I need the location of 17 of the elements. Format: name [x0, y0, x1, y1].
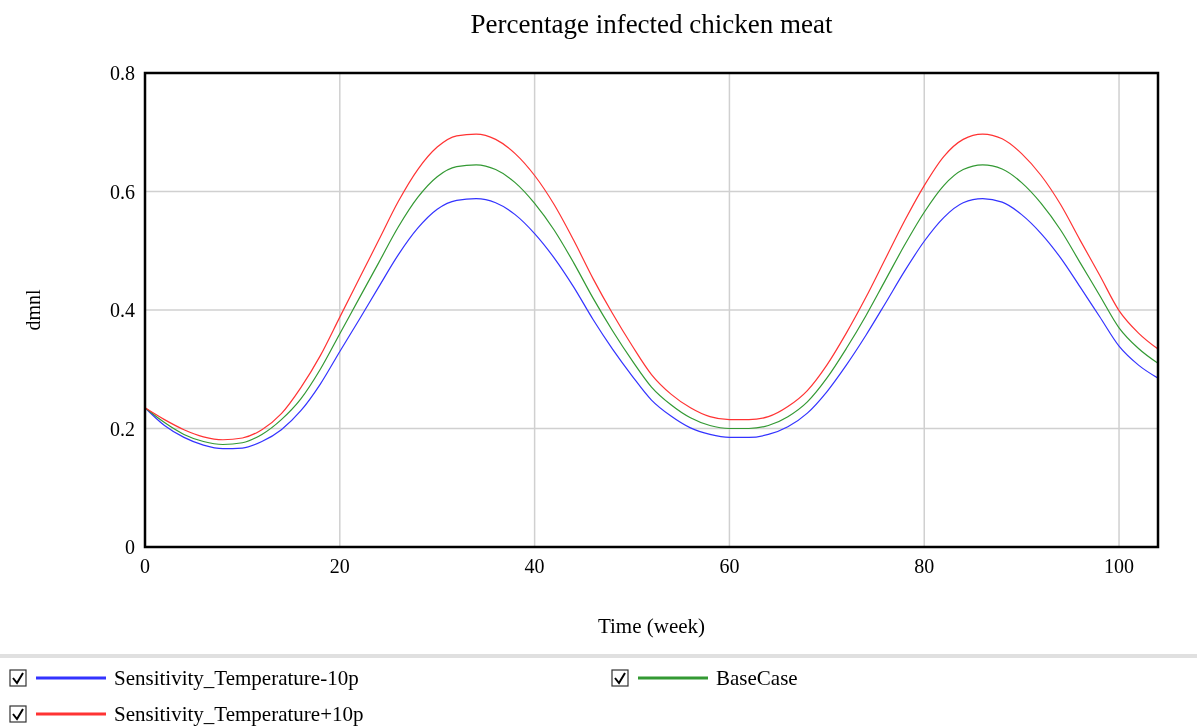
legend-label: Sensitivity_Temperature-10p: [114, 666, 359, 690]
chart-title: Percentage infected chicken meat: [470, 9, 834, 39]
x-tick-label: 0: [140, 555, 150, 577]
x-axis-title: Time (week): [597, 614, 706, 638]
y-tick-label: 0.4: [110, 299, 135, 321]
y-axis-title: dmnl: [22, 289, 44, 331]
legend-label: BaseCase: [716, 666, 798, 690]
x-tick-label: 20: [329, 555, 350, 577]
y-tick-label: 0.2: [110, 417, 135, 440]
y-tick-label: 0.8: [110, 62, 135, 84]
x-tick-label: 100: [1104, 555, 1135, 577]
x-tick-label: 80: [914, 555, 935, 577]
y-tick-label: 0.6: [110, 180, 135, 203]
x-tick-label: 60: [719, 555, 740, 577]
legend-label: Sensitivity_Temperature+10p: [114, 702, 364, 726]
y-tick-label: 0: [125, 536, 135, 558]
x-tick-label: 40: [524, 555, 545, 577]
